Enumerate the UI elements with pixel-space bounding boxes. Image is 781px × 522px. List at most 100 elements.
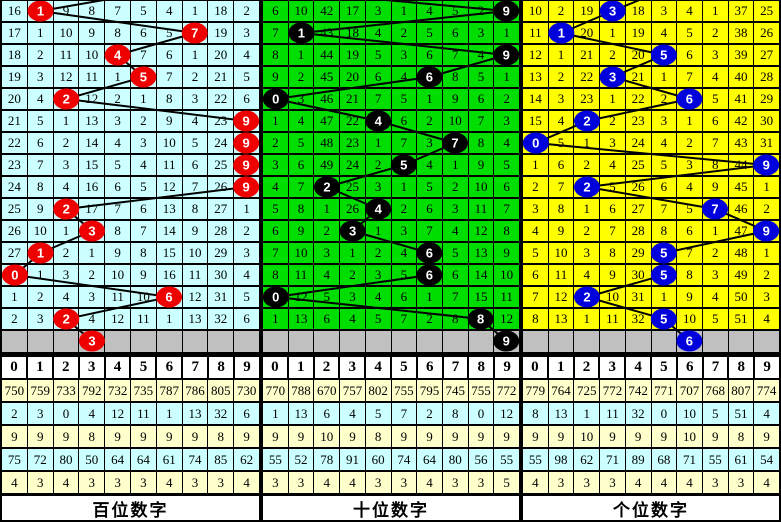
miss-cell: 5 [702, 89, 728, 109]
digit-header-cell: 5 [391, 357, 416, 378]
miss-cell: 17 [2, 23, 27, 43]
miss-cell: 7 [156, 67, 182, 87]
miss-cell: 8 [105, 221, 130, 241]
stats-cell: 3 [263, 472, 288, 493]
miss-cell: 1 [600, 23, 625, 43]
miss-cell: 2 [53, 133, 79, 153]
miss-cell: 5 [156, 23, 182, 43]
stats-cell: 9 [340, 426, 365, 447]
stats-cell: 10 [677, 403, 702, 424]
miss-cell: 1 [27, 23, 53, 43]
miss-cell: 4 [391, 67, 417, 87]
miss-cell: 2 [494, 89, 519, 109]
pending-cell [208, 331, 234, 352]
stats-cell: 9 [702, 426, 728, 447]
miss-cell: 3 [314, 243, 340, 263]
stats-cell: 3 [702, 472, 728, 493]
pending-cell [702, 331, 728, 352]
pending-cell [677, 331, 702, 352]
miss-cell: 12 [548, 287, 574, 307]
miss-cell: 9 [702, 177, 728, 197]
miss-cell: 25 [340, 177, 365, 197]
miss-cell: 6 [391, 287, 417, 307]
stats-cell: 10 [574, 426, 600, 447]
miss-cell: 27 [754, 45, 779, 65]
miss-cell [182, 23, 208, 43]
pending-cell [340, 331, 365, 352]
miss-cell: 3 [494, 111, 519, 131]
miss-cell [574, 111, 600, 131]
miss-cell: 19 [625, 23, 651, 43]
miss-cell: 4 [53, 177, 79, 197]
miss-cell: 6 [677, 221, 702, 241]
digit-header-cell: 3 [600, 357, 625, 378]
miss-cell: 5 [27, 111, 53, 131]
miss-cell: 1 [600, 89, 625, 109]
miss-cell: 25 [754, 1, 779, 21]
miss-cell: 47 [728, 221, 754, 241]
miss-cell: 8 [288, 199, 314, 219]
miss-cell: 25 [2, 199, 27, 219]
stats-cell: 10 [314, 426, 340, 447]
pending-row [523, 331, 779, 352]
miss-cell: 5 [548, 133, 574, 153]
miss-cell: 11 [182, 265, 208, 285]
stats-cell: 4 [754, 472, 779, 493]
miss-cell: 27 [208, 199, 234, 219]
miss-cell: 45 [314, 67, 340, 87]
stats-cell: 759 [27, 380, 53, 401]
digit-header-cell: 4 [366, 357, 390, 378]
miss-cell: 3 [130, 133, 156, 153]
miss-cell [288, 23, 314, 43]
miss-cell: 5 [677, 23, 702, 43]
miss-cell: 9 [263, 67, 288, 87]
miss-cell: 3 [391, 45, 417, 65]
miss-cell: 8 [182, 199, 208, 219]
miss-cell: 3 [442, 199, 468, 219]
miss-cell: 20 [208, 45, 234, 65]
miss-cell: 10 [27, 221, 53, 241]
digit-header-cell: 6 [157, 357, 182, 378]
miss-cell: 1 [365, 221, 391, 241]
stats-cell: 707 [677, 380, 702, 401]
miss-cell: 2 [754, 265, 779, 285]
digit-header-cell: 6 [677, 357, 702, 378]
miss-cell: 23 [574, 89, 600, 109]
miss-cell: 7 [468, 111, 494, 131]
miss-grid: 10 2 19 18 3 4 1 37 25 11 20 1 19 4 5 2 38 26 12 1 21 2 20 6 3 39… [523, 1, 779, 329]
miss-cell: 1 [548, 45, 574, 65]
stats-cell: 55 [494, 449, 519, 470]
stats-cell: 4 [2, 472, 27, 493]
stats-cell: 62 [574, 449, 600, 470]
miss-cell: 4 [702, 287, 728, 307]
miss-cell: 40 [728, 67, 754, 87]
miss-cell: 6 [156, 45, 182, 65]
miss-cell: 3 [365, 265, 391, 285]
miss-cell: 2 [754, 199, 779, 219]
stats-cell: 9 [105, 426, 130, 447]
stats-cell: 9 [523, 426, 548, 447]
miss-cell: 20 [2, 89, 27, 109]
miss-cell: 10 [288, 243, 314, 263]
miss-cell: 24 [340, 155, 365, 175]
miss-cell: 4 [702, 67, 728, 87]
miss-cell: 31 [625, 287, 651, 307]
panel-tens: 6 10 42 17 3 1 4 5 2 7 43 18 4 2 5 6 3 1 8 1 44 19 5 3 6 7 4 9 2 45 20… [259, 1, 519, 520]
miss-cell: 6 [182, 155, 208, 175]
stats-cell: 4 [754, 403, 779, 424]
miss-cell: 12 [468, 221, 494, 241]
miss-cell: 10 [468, 177, 494, 197]
miss-cell: 10 [105, 265, 130, 285]
miss-cell: 1 [2, 287, 27, 307]
miss-cell: 13 [288, 309, 314, 329]
miss-cell: 4 [391, 243, 417, 263]
miss-cell: 51 [728, 309, 754, 329]
stats-cell: 4 [417, 472, 442, 493]
miss-cell: 2 [600, 45, 625, 65]
stats-cell: 54 [754, 449, 779, 470]
miss-cell: 3 [468, 23, 494, 43]
miss-cell: 2 [468, 1, 494, 21]
miss-cell: 2 [288, 67, 314, 87]
stats-cell: 733 [53, 380, 79, 401]
stats-cell: 771 [651, 380, 677, 401]
